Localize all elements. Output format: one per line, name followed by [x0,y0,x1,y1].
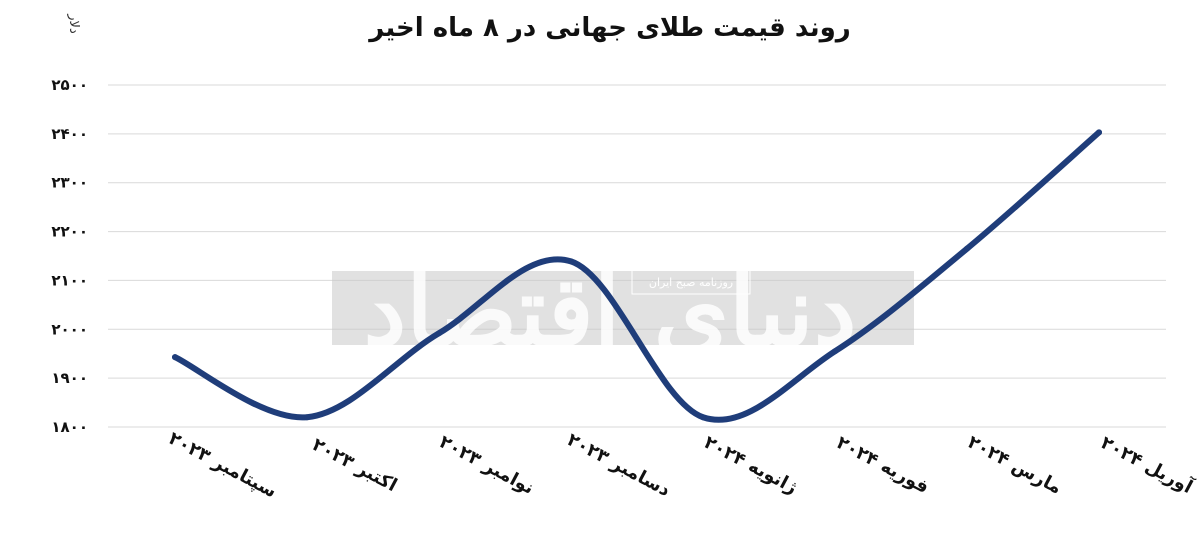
data-point [568,258,574,265]
chart-title: روند قیمت طلای جهانی در ۸ ماه اخیر [367,13,851,43]
x-tick-label: اکتبر ۲۰۲۳ [309,434,401,496]
y-tick-label: ۲۰۰۰ [51,320,88,338]
data-point [436,330,442,337]
x-tick-label: فوریه ۲۰۲۴ [833,432,932,498]
data-point [172,354,178,361]
x-tick-label: آوریل ۲۰۲۴ [1097,430,1198,498]
data-point [700,414,706,421]
series-line-gold-price [172,129,1102,423]
y-axis-unit-label: دلار [66,13,81,34]
data-point [832,348,838,355]
y-tick-label: ۲۳۰۰ [51,174,88,192]
watermark-subtext-box [631,269,751,295]
y-tick-label: ۲۲۰۰ [51,223,88,241]
data-point [1096,129,1102,136]
watermark-band [332,271,914,345]
x-tick-label: مارس ۲۰۲۴ [964,432,1065,499]
series-layer [172,129,1102,423]
y-tick-label: ۲۴۰۰ [51,125,88,143]
y-axis-ticks: ۱۸۰۰ ۱۹۰۰ ۲۰۰۰ ۲۱۰۰ ۲۲۰۰ ۲۳۰۰ ۲۴۰۰ ۲۵۰۰ [51,76,88,436]
x-tick-label: سپتامبر ۲۰۲۳ [165,428,280,502]
data-point [304,414,310,421]
watermark-subtext: روزنامه صبح ایران [649,276,733,289]
y-tick-label: ۲۱۰۰ [51,271,88,289]
x-tick-label: دسامبر ۲۰۲۳ [563,429,673,501]
x-axis-ticks: سپتامبر ۲۰۲۳ اکتبر ۲۰۲۳ نوامبر ۲۰۲۳ دسامبر … [165,428,1198,502]
data-point [964,245,970,252]
watermark: دنیای اقتصاد روزنامه صبح ایران [332,255,914,368]
y-tick-label: ۱۹۰۰ [51,369,88,387]
x-tick-label: ژانویه ۲۰۲۴ [700,432,800,499]
x-tick-label: نوامبر ۲۰۲۳ [436,431,538,498]
y-tick-label: ۲۵۰۰ [51,76,88,94]
watermark-logo-text: دنیای اقتصاد [363,255,856,368]
y-tick-label: ۱۸۰۰ [51,418,88,436]
